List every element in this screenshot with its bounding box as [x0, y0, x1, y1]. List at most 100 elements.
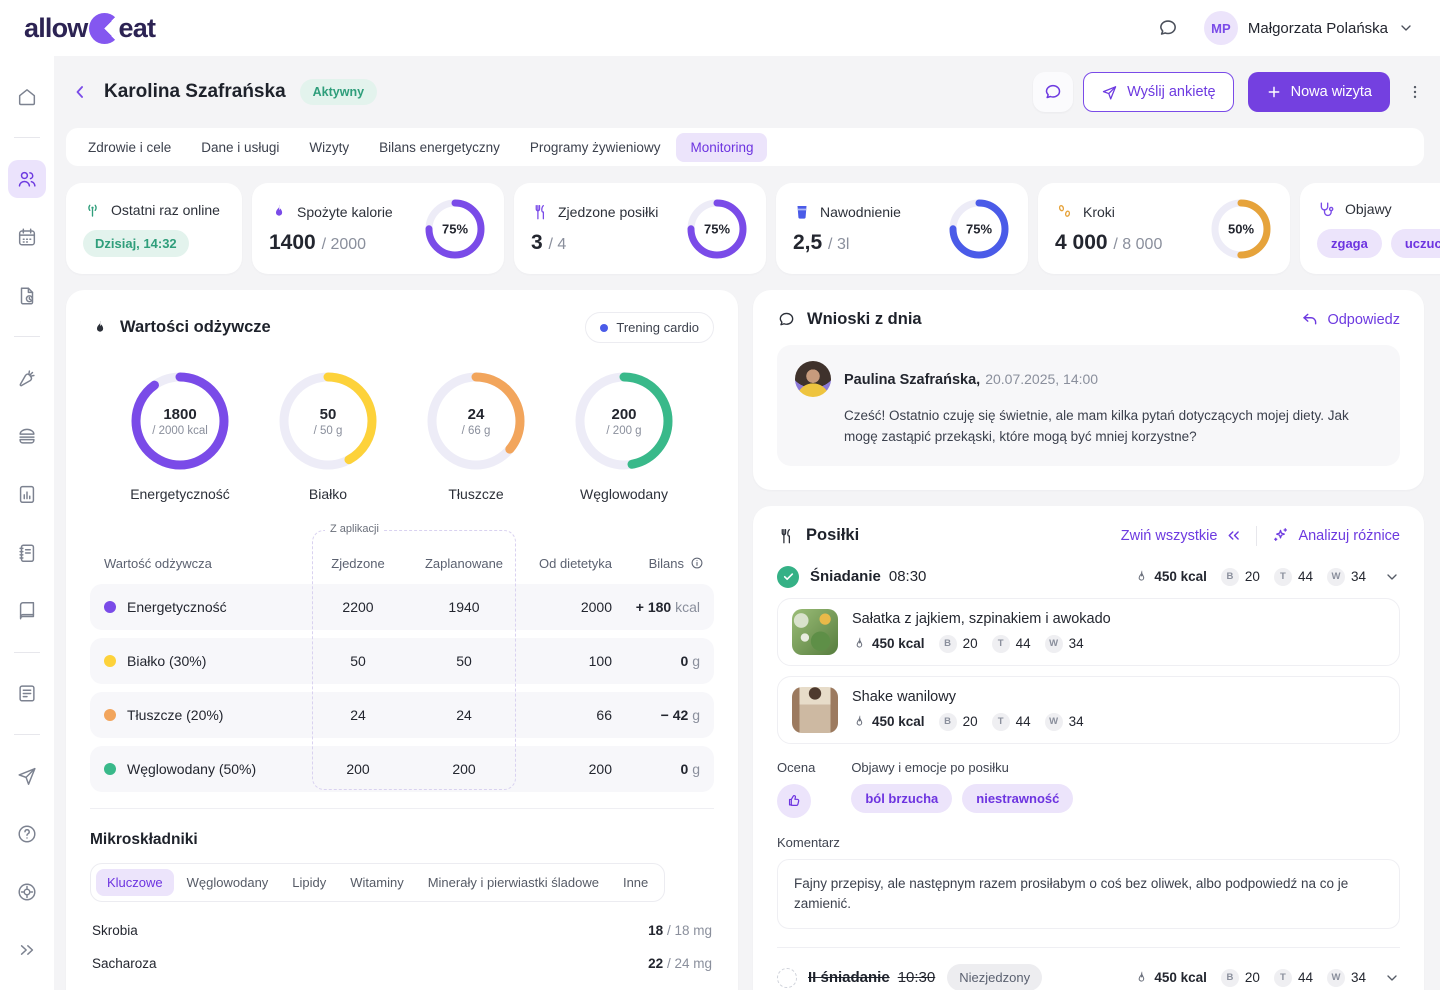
- training-pill[interactable]: Trening cardio: [585, 312, 714, 343]
- info-icon[interactable]: [690, 556, 704, 570]
- chat-bubble-icon: [777, 310, 796, 329]
- carrot-icon[interactable]: [8, 359, 46, 396]
- micronutrients-title: Mikroskładniki: [90, 831, 714, 849]
- book-icon[interactable]: [8, 592, 46, 629]
- card-calories: Spożyte kalorie 1400 / 2000 75%: [252, 183, 504, 274]
- comment-label: Komentarz: [777, 835, 1400, 850]
- main-content: Karolina Szafrańska Aktywny Wyślij ankie…: [54, 56, 1440, 990]
- flame-icon: [852, 715, 866, 729]
- stethoscope-icon: [1317, 200, 1336, 219]
- tab-bilans-energetyczny[interactable]: Bilans energetyczny: [365, 133, 514, 162]
- micro-tab-inne[interactable]: Inne: [612, 869, 659, 896]
- plus-icon: [1266, 84, 1282, 100]
- meal-symptoms: Objawy i emocje po posiłku ból brzucha n…: [851, 760, 1073, 818]
- symptom-pill: uczucie c: [1391, 229, 1440, 258]
- calendar-icon[interactable]: [8, 219, 46, 256]
- file-report-icon[interactable]: [8, 277, 46, 314]
- app-logo: allow eat: [24, 13, 155, 44]
- table-row: Tłuszcze (20%) 24 24 66 − 42 g: [90, 692, 714, 738]
- sparkles-icon: [1271, 526, 1290, 545]
- tab-programy-zywieniowy[interactable]: Programy żywieniowy: [516, 133, 675, 162]
- sidebar-divider: [14, 652, 40, 653]
- meal-item[interactable]: Shake wanilowy 450 kcal B20 T44 W34: [777, 676, 1400, 744]
- thumb-up-icon[interactable]: [777, 784, 811, 818]
- unchecked-circle-icon: [777, 968, 797, 988]
- carb-badge: W: [1327, 568, 1345, 586]
- svg-text:75%: 75%: [966, 221, 992, 236]
- settings-icon[interactable]: [8, 874, 46, 911]
- user-name: Małgorzata Polańska: [1248, 20, 1388, 37]
- meal-second-breakfast-header[interactable]: II śniadanie 10:30 Niezjedzony 450 kcal …: [777, 947, 1400, 990]
- cutlery-icon: [777, 527, 795, 545]
- new-visit-button[interactable]: Nowa wizyta: [1248, 72, 1390, 112]
- user-menu[interactable]: MP Małgorzata Polańska: [1204, 11, 1414, 45]
- micro-tab-witaminy[interactable]: Witaminy: [339, 869, 414, 896]
- symptom-pill: ból brzucha: [851, 784, 952, 813]
- color-dot: [104, 763, 116, 775]
- send-survey-button[interactable]: Wyślij ankietę: [1083, 72, 1234, 112]
- stats-row: Ostatni raz online Dzisiaj, 14:32 Spożyt…: [66, 183, 1424, 274]
- svg-text:75%: 75%: [704, 221, 730, 236]
- nutrition-table: Z aplikacji Wartość odżywcza Zjedzone Za…: [90, 530, 714, 792]
- meal-breakfast-header[interactable]: Śniadanie 08:30 450 kcal B20 T44 W34: [777, 566, 1400, 588]
- daily-insights-panel: Wnioski z dnia Odpowiedz Paulina Szafrań…: [753, 290, 1424, 490]
- tab-wizyty[interactable]: Wizyty: [295, 133, 363, 162]
- send-icon[interactable]: [8, 757, 46, 794]
- micro-tab-lipidy[interactable]: Lipidy: [281, 869, 337, 896]
- reply-button[interactable]: Odpowiedz: [1301, 311, 1400, 329]
- patient-chat-button[interactable]: [1033, 72, 1073, 112]
- footsteps-icon: [1055, 202, 1074, 221]
- training-dot-icon: [600, 324, 608, 332]
- not-eaten-badge: Niezjedzony: [947, 964, 1042, 990]
- tab-zdrowie-i-cele[interactable]: Zdrowie i cele: [74, 133, 185, 162]
- salad-photo: [792, 609, 838, 655]
- table-row: Energetyczność 2200 1940 2000 + 180 kcal: [90, 584, 714, 630]
- clipboard-chart-icon[interactable]: [8, 476, 46, 513]
- clipboard-list-icon[interactable]: [8, 675, 46, 712]
- message-text: Cześć! Ostatnio czuję się świetnie, ale …: [844, 406, 1382, 448]
- divider: [90, 808, 714, 809]
- micronutrient-tabs: Kluczowe Węglowodany Lipidy Witaminy Min…: [90, 863, 665, 902]
- divider: [1256, 526, 1257, 546]
- micro-tab-kluczowe[interactable]: Kluczowe: [96, 869, 174, 896]
- check-circle-icon: [777, 566, 799, 588]
- home-icon[interactable]: [8, 78, 46, 115]
- patient-header: Karolina Szafrańska Aktywny Wyślij ankie…: [66, 70, 1424, 114]
- chevron-down-icon[interactable]: [1384, 970, 1400, 986]
- collapse-all-button[interactable]: Zwiń wszystkie: [1121, 527, 1243, 544]
- donut-protein: 50/ 50 g Białko: [264, 369, 392, 502]
- hydration-ring: 75%: [947, 197, 1011, 261]
- card-hydration: Nawodnienie 2,5 / 3l 75%: [776, 183, 1028, 274]
- meals-ring: 75%: [685, 197, 749, 261]
- logo-text-allow: allow: [24, 13, 88, 44]
- users-icon[interactable]: [8, 160, 46, 197]
- micro-tab-weglowodany[interactable]: Węglowodany: [176, 869, 280, 896]
- notebook-icon[interactable]: [8, 534, 46, 571]
- help-icon[interactable]: [8, 815, 46, 852]
- chevron-down-icon[interactable]: [1384, 569, 1400, 585]
- micro-tab-mineraly[interactable]: Minerały i pierwiastki śladowe: [417, 869, 610, 896]
- message-author: Paulina Szafrańska,20.07.2025, 14:00: [844, 371, 1098, 388]
- table-header: Wartość odżywcza Zjedzone Zaplanowane Od…: [90, 542, 714, 584]
- collapse-sidebar-icon[interactable]: [8, 932, 46, 969]
- donut-energy: 1800/ 2000 kcal Energetyczność: [116, 369, 244, 502]
- card-meals-eaten: Zjedzone posiłki 3 / 4 75%: [514, 183, 766, 274]
- protein-badge: B: [1221, 568, 1239, 586]
- chat-icon[interactable]: [1150, 10, 1186, 46]
- svg-text:50%: 50%: [1228, 221, 1254, 236]
- shake-photo: [792, 687, 838, 733]
- card-steps: Kroki 4 000 / 8 000 50%: [1038, 183, 1290, 274]
- meal-item[interactable]: Sałatka z jajkiem, szpinakiem i awokado …: [777, 598, 1400, 666]
- sidebar-divider: [14, 336, 40, 337]
- avatar: MP: [1204, 11, 1238, 45]
- meal-comment: Fajny przepisy, ale następnym razem pros…: [777, 859, 1400, 930]
- analyze-differences-button[interactable]: Analizuj różnice: [1271, 526, 1400, 545]
- tab-monitoring[interactable]: Monitoring: [676, 133, 767, 162]
- section-title: Wnioski z dnia: [807, 310, 922, 329]
- more-options-icon[interactable]: [1406, 83, 1424, 101]
- symptom-pill: zgaga: [1317, 229, 1382, 258]
- tab-dane-i-uslugi[interactable]: Dane i usługi: [187, 133, 293, 162]
- back-icon[interactable]: [70, 82, 90, 102]
- send-icon: [1101, 84, 1118, 101]
- burger-icon[interactable]: [8, 417, 46, 454]
